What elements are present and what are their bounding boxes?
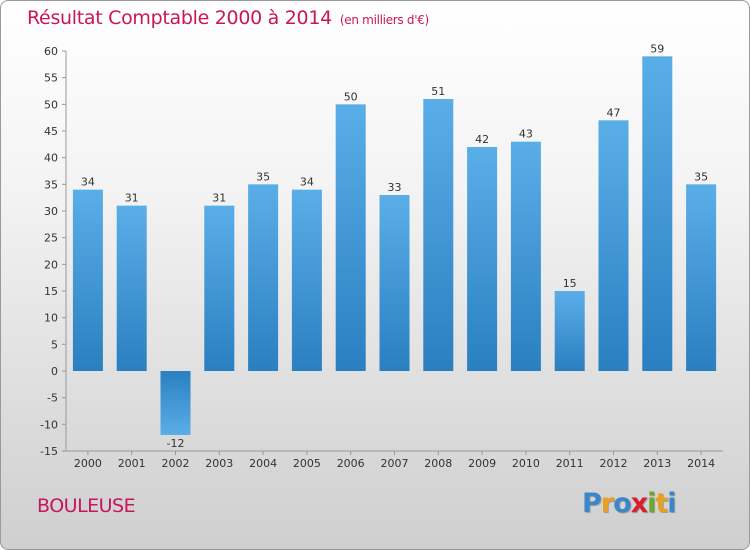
data-label: 34 — [300, 176, 314, 189]
data-label: 51 — [431, 85, 445, 98]
bar — [335, 104, 366, 371]
y-tick-label: 50 — [44, 98, 58, 111]
y-tick-label: 10 — [44, 312, 58, 325]
x-tick-label: 2001 — [118, 457, 146, 470]
data-label: 43 — [519, 128, 533, 141]
data-label: 35 — [694, 170, 708, 183]
x-tick-label: 2008 — [424, 457, 452, 470]
y-tick-label: 60 — [44, 45, 58, 58]
bar — [554, 291, 585, 371]
x-tick-label: 2009 — [468, 457, 496, 470]
logo-letter: t — [655, 488, 668, 519]
logo-letter: P — [582, 488, 602, 519]
x-tick-label: 2011 — [556, 457, 584, 470]
y-tick-label: -5 — [47, 392, 58, 405]
data-label: 34 — [81, 176, 95, 189]
y-tick-label: 35 — [44, 178, 58, 191]
data-label: 31 — [125, 192, 139, 205]
logo-letter: i — [667, 488, 676, 519]
bar — [160, 371, 191, 435]
logo-letter: r — [600, 488, 614, 519]
data-label: 33 — [388, 181, 402, 194]
x-tick-label: 2010 — [512, 457, 540, 470]
x-tick-label: 2007 — [381, 457, 409, 470]
data-label: 31 — [212, 192, 226, 205]
y-tick-label: 30 — [44, 205, 58, 218]
y-tick-label: 40 — [44, 152, 58, 165]
x-tick-label: 2003 — [205, 457, 233, 470]
commune-name: BOULEUSE — [37, 495, 136, 517]
y-tick-label: 5 — [51, 338, 58, 351]
bar — [686, 184, 717, 371]
proxiti-logo[interactable]: Proxiti — [582, 488, 677, 519]
data-label: 50 — [344, 90, 358, 103]
data-label: -12 — [167, 437, 185, 450]
data-label: 42 — [475, 133, 489, 146]
logo-letter: i — [647, 488, 656, 519]
y-tick-label: -10 — [40, 418, 58, 431]
data-label: 35 — [256, 170, 270, 183]
y-tick-label: 20 — [44, 258, 58, 271]
x-tick-label: 2000 — [74, 457, 102, 470]
bar — [598, 120, 629, 371]
bar — [248, 184, 279, 371]
bar — [423, 99, 454, 371]
y-tick-label: 25 — [44, 232, 58, 245]
y-tick-label: 15 — [44, 285, 58, 298]
logo-letter: o — [613, 488, 632, 519]
x-tick-label: 2005 — [293, 457, 321, 470]
bar — [510, 141, 541, 371]
x-tick-label: 2002 — [162, 457, 190, 470]
x-tick-label: 2012 — [600, 457, 628, 470]
bar — [116, 205, 147, 371]
y-tick-label: 55 — [44, 72, 58, 85]
chart-title: Résultat Comptable 2000 à 2014 (en millie… — [27, 7, 429, 29]
bar — [379, 195, 410, 371]
title-text: Résultat Comptable 2000 à 2014 — [27, 7, 332, 29]
x-tick-label: 2006 — [337, 457, 365, 470]
x-tick-label: 2014 — [687, 457, 715, 470]
y-tick-label: 0 — [51, 365, 58, 378]
bar — [204, 205, 235, 371]
y-tick-label: 45 — [44, 125, 58, 138]
bar — [467, 147, 498, 371]
bar — [642, 56, 673, 371]
data-labels: 34 31 -12 31 35 34 50 33 51 42 43 15 47 59 35 — [81, 42, 708, 450]
data-label: 59 — [650, 42, 664, 55]
data-label: 47 — [607, 106, 621, 119]
x-tick-label: 2013 — [643, 457, 671, 470]
logo-letter: x — [630, 488, 648, 519]
bar — [291, 189, 322, 371]
y-tick-label: -15 — [40, 445, 58, 458]
chart-subtitle: (en milliers d'€) — [339, 13, 429, 27]
bars — [72, 56, 717, 435]
bar — [72, 189, 103, 371]
data-label: 15 — [563, 277, 577, 290]
x-tick-label: 2004 — [249, 457, 277, 470]
